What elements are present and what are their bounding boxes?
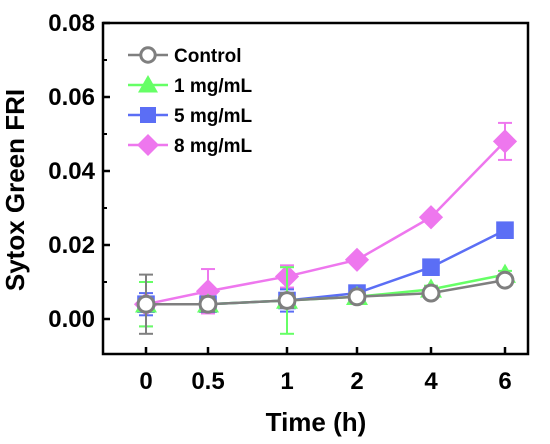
plot-frame [101, 21, 530, 356]
x-tick-label: 4 [424, 368, 438, 395]
x-axis-title: Time (h) [266, 407, 367, 437]
data-point [136, 294, 156, 314]
y-axis: 0.00 0.02 0.04 0.06 0.08 [48, 10, 110, 333]
data-point [138, 75, 158, 93]
y-tick-label: 0.06 [48, 84, 95, 111]
data-point [344, 247, 370, 272]
data-point [422, 258, 440, 276]
plot-area-border [101, 21, 530, 356]
y-tick-label: 0.08 [48, 10, 95, 37]
data-point [496, 221, 514, 239]
series-line [146, 278, 506, 306]
data-point [198, 294, 218, 314]
data-point [140, 107, 156, 123]
data-point [277, 291, 297, 310]
data-point [137, 134, 159, 156]
data-point [421, 283, 441, 303]
data-point [495, 270, 515, 290]
x-axis: 0 0.5 1 2 4 6 [139, 347, 512, 395]
y-tick-label: 0.04 [48, 158, 95, 185]
x-tick-label: 6 [498, 368, 511, 395]
legend: Control 1 mg/mL 5 mg/mL 8 mg/mL [128, 46, 253, 157]
data-point [418, 205, 444, 230]
y-tick-label: 0.00 [48, 306, 95, 333]
legend-label: 8 mg/mL [174, 136, 253, 157]
series-layer [133, 121, 518, 335]
legend-label: 5 mg/mL [174, 106, 253, 127]
legend-label: Control [174, 46, 242, 67]
legend-item: Control [128, 46, 242, 67]
legend-item: 1 mg/mL [128, 75, 253, 97]
data-point [347, 287, 367, 307]
legend-item: 8 mg/mL [128, 134, 253, 157]
y-tick-label: 0.02 [48, 232, 95, 259]
legend-label: 1 mg/mL [174, 76, 253, 97]
x-tick-label: 0 [139, 368, 152, 395]
data-point [492, 129, 518, 154]
series-control [136, 270, 515, 335]
y-axis-title: Sytox Green FRI [0, 89, 30, 291]
x-tick-label: 0.5 [191, 368, 224, 395]
series-line [145, 140, 506, 306]
legend-item: 5 mg/mL [128, 106, 253, 127]
x-tick-label: 2 [350, 368, 363, 395]
data-point [139, 46, 157, 64]
x-tick-label: 1 [280, 368, 293, 395]
